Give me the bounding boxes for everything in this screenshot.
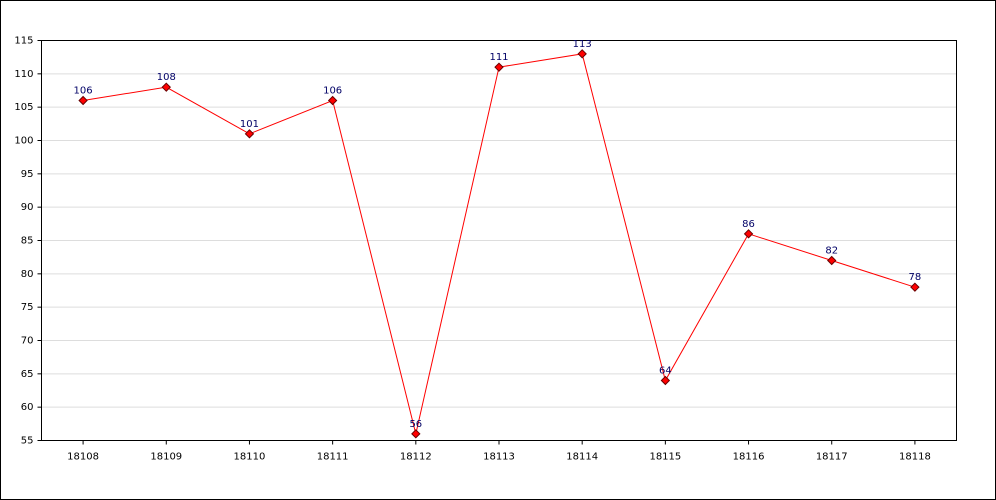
- y-tick-label: 95: [21, 169, 34, 180]
- y-tick-label: 90: [21, 202, 34, 213]
- x-tick-label: 18116: [733, 452, 765, 463]
- y-tick-label: 75: [21, 302, 34, 313]
- marker: [327, 95, 338, 106]
- y-tick-label: 85: [21, 236, 34, 247]
- y-tick-label: 65: [21, 369, 34, 380]
- marker: [660, 375, 671, 386]
- value-label: 106: [323, 86, 342, 97]
- x-tick-label: 18111: [317, 452, 349, 463]
- marker: [743, 229, 754, 239]
- marker: [411, 429, 421, 439]
- y-tick-label: 60: [21, 402, 34, 413]
- x-tick-label: 18113: [483, 452, 515, 463]
- marker: [244, 129, 255, 139]
- value-label: 108: [157, 72, 176, 83]
- value-label: 113: [573, 39, 592, 50]
- marker: [78, 95, 88, 106]
- marker: [910, 282, 920, 292]
- marker: [161, 82, 171, 92]
- y-tick-label: 100: [14, 136, 33, 147]
- x-tick-label: 18110: [234, 452, 266, 463]
- value-label: 86: [742, 219, 755, 230]
- x-tick-label: 18109: [150, 452, 182, 463]
- value-label: 101: [240, 119, 259, 130]
- marker: [827, 255, 837, 266]
- value-label: 56: [409, 419, 422, 430]
- x-tick-label: 18115: [649, 452, 681, 463]
- x-tick-label: 18108: [67, 452, 99, 463]
- y-tick-label: 105: [14, 102, 33, 113]
- y-tick-label: 110: [14, 69, 33, 80]
- x-tick-label: 18118: [899, 452, 931, 463]
- x-tick-label: 18117: [816, 452, 848, 463]
- x-tick-label: 18114: [566, 452, 598, 463]
- value-label: 82: [825, 246, 838, 257]
- y-tick-label: 70: [21, 336, 34, 347]
- marker: [494, 62, 504, 72]
- y-tick-label: 115: [14, 36, 33, 47]
- marker: [577, 49, 587, 59]
- value-label: 78: [909, 272, 922, 283]
- y-tick-label: 80: [21, 269, 34, 280]
- x-tick-label: 18112: [400, 452, 432, 463]
- value-label: 106: [74, 86, 93, 97]
- y-tick-label: 55: [21, 436, 34, 447]
- value-label: 64: [659, 366, 672, 377]
- value-label: 111: [489, 52, 508, 63]
